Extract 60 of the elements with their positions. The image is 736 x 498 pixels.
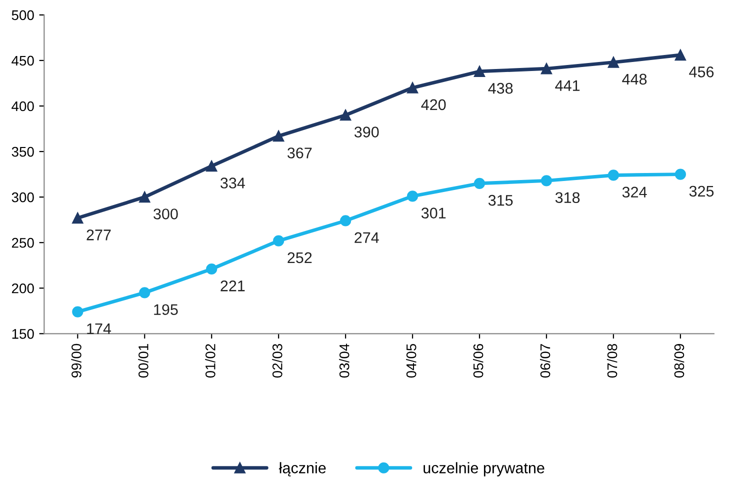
data-label: 301 xyxy=(421,208,446,218)
data-label: 420 xyxy=(421,99,446,110)
data-label: 252 xyxy=(288,252,312,264)
data-label: 448 xyxy=(622,74,647,85)
y-tick-label: 300 xyxy=(12,192,34,202)
data-label: 195 xyxy=(154,304,178,316)
x-tick-label: 03/04 xyxy=(339,344,350,378)
data-label: 438 xyxy=(488,82,513,94)
point xyxy=(608,56,620,68)
data-label: 174 xyxy=(87,323,112,334)
data-label: 441 xyxy=(555,80,580,91)
data-label: 390 xyxy=(354,126,379,138)
x-tick-label: 99/00 xyxy=(71,344,82,378)
y-tick-label: 250 xyxy=(12,238,34,248)
x-tick-label: 00/01 xyxy=(138,344,148,378)
data-label: 300 xyxy=(154,208,178,220)
data-label: 315 xyxy=(488,194,513,206)
data-label: 325 xyxy=(689,186,714,197)
data-label: 334 xyxy=(220,178,245,188)
y-tick-label: 450 xyxy=(12,56,34,66)
data-label: 274 xyxy=(354,232,379,243)
x-tick-label: 06/07 xyxy=(540,344,550,378)
y-tick-label: 500 xyxy=(12,10,34,20)
point xyxy=(540,175,552,186)
x-tick-label: 07/08 xyxy=(606,344,618,378)
x-tick-label: 08/09 xyxy=(674,344,684,378)
data-label: 324 xyxy=(622,186,647,198)
data-label: 277 xyxy=(86,230,111,240)
point xyxy=(340,110,352,121)
x-tick-label: 05/06 xyxy=(473,344,484,378)
point xyxy=(674,168,686,180)
point xyxy=(72,306,84,318)
data-label: 367 xyxy=(287,148,312,158)
point xyxy=(540,63,552,74)
point xyxy=(674,49,686,61)
data-label: 318 xyxy=(555,192,580,204)
point xyxy=(406,82,418,94)
point xyxy=(608,170,620,181)
data-label: 456 xyxy=(689,66,714,78)
data-label: 221 xyxy=(220,280,245,292)
point xyxy=(72,212,84,224)
x-tick-label: 01/02 xyxy=(205,344,216,378)
point xyxy=(273,235,284,246)
legend-label: uczelnie prywatne xyxy=(424,462,544,476)
x-tick-label: 02/03 xyxy=(272,344,282,378)
legend-label: łącznie xyxy=(278,462,326,476)
point xyxy=(474,178,486,189)
x-tick-label: 04/05 xyxy=(406,344,416,378)
point xyxy=(139,192,150,203)
y-tick-label: 400 xyxy=(12,101,34,112)
point xyxy=(206,160,218,172)
y-tick-label: 150 xyxy=(12,328,34,339)
point xyxy=(406,190,418,202)
point xyxy=(474,66,486,77)
point xyxy=(273,130,284,142)
y-tick-label: 200 xyxy=(12,283,34,294)
point xyxy=(139,287,150,298)
point xyxy=(206,263,218,275)
point xyxy=(340,215,352,226)
y-tick-label: 350 xyxy=(12,146,34,157)
